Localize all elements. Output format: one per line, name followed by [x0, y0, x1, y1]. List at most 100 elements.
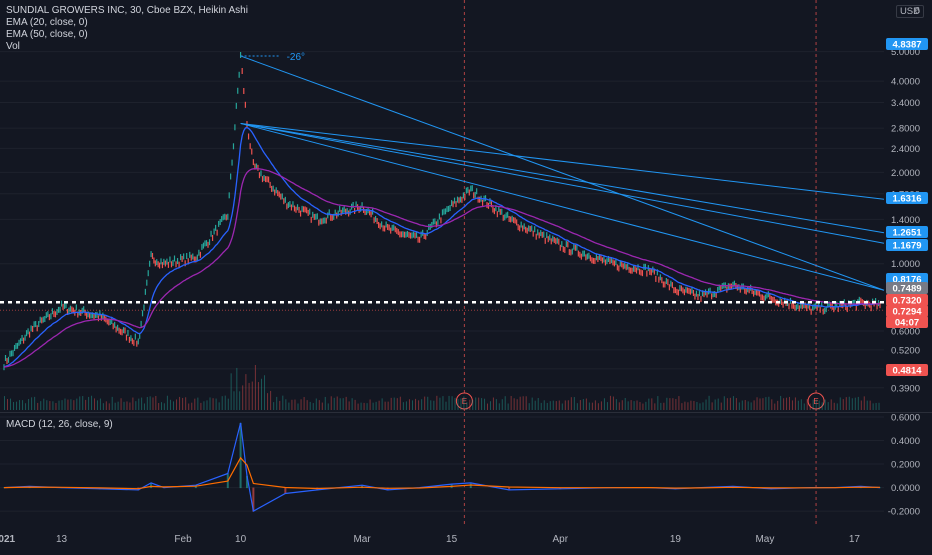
volume-bar — [203, 401, 205, 410]
angle-label: -26° — [287, 52, 305, 63]
volume-bar — [46, 400, 48, 410]
volume-bar — [630, 400, 632, 410]
volume-bar — [806, 399, 808, 410]
volume-bar — [606, 402, 608, 410]
volume-bar — [212, 398, 214, 410]
volume-bar — [260, 378, 262, 410]
price-badge-label: 0.7320 — [892, 296, 921, 307]
currency-badge[interactable]: USD — [895, 5, 924, 18]
ema20-legend[interactable]: EMA (20, close, 0) — [6, 17, 88, 28]
volume-bar — [179, 396, 181, 410]
volume-bar — [507, 403, 509, 410]
volume-bar — [182, 397, 184, 410]
volume-bar — [561, 403, 563, 410]
volume-bar — [267, 393, 269, 410]
price-badge-label: 0.7489 — [892, 284, 921, 295]
price-badge[interactable] — [886, 192, 928, 204]
volume-bar — [863, 396, 865, 410]
price-badge[interactable] — [886, 282, 928, 294]
time-label: Feb — [174, 534, 192, 545]
price-badge[interactable] — [886, 294, 928, 306]
volume-bar — [714, 399, 716, 410]
trend-line[interactable] — [240, 122, 885, 291]
volume-bar — [839, 397, 841, 410]
volume-bar — [475, 397, 477, 410]
volume-bar — [872, 403, 874, 410]
volume-bar — [348, 401, 350, 410]
price-tick-label: 2.4000 — [891, 144, 920, 155]
volume-bar — [64, 398, 66, 410]
trend-line[interactable] — [240, 122, 885, 234]
volume-bar — [191, 402, 193, 410]
volume-bar — [809, 403, 811, 410]
trend-line[interactable] — [240, 122, 885, 244]
macd-legend[interactable]: MACD (12, 26, close, 9) — [6, 419, 113, 430]
time-label: 13 — [56, 534, 68, 545]
volume-bar — [681, 403, 683, 410]
trend-line[interactable] — [240, 122, 885, 200]
signal-line[interactable] — [3, 456, 881, 490]
volume-bar — [279, 400, 281, 410]
volume-bar — [472, 400, 474, 410]
macd-chart[interactable]: 0.6000 0.4000 0.2000 0.0000 -0.2000 — [0, 413, 932, 525]
price-chart[interactable]: 65.00004.00003.40002.80002.40002.00001.7… — [0, 0, 932, 412]
volume-bar — [546, 402, 548, 410]
volume-bar — [519, 396, 521, 410]
price-badge[interactable] — [886, 226, 928, 238]
volume-bar — [324, 396, 326, 410]
volume-legend[interactable]: Vol — [6, 41, 20, 52]
price-badge[interactable] — [886, 316, 928, 328]
volume-bar — [720, 402, 722, 410]
volume-bar — [771, 399, 773, 410]
volume-bar — [495, 399, 497, 410]
volume-bar — [624, 397, 626, 410]
macd-histogram-bar — [252, 487, 255, 512]
volume-bar — [91, 395, 93, 410]
earnings-marker-label: E — [813, 397, 818, 406]
macd-histogram-bar — [508, 487, 511, 491]
volume-bar — [875, 402, 877, 410]
volume-bar — [141, 397, 143, 410]
earnings-marker[interactable] — [807, 392, 825, 410]
macd-histogram-bar — [879, 487, 881, 489]
volume-bar — [129, 402, 131, 410]
volume-bar — [306, 400, 308, 410]
pane-separator[interactable] — [0, 412, 932, 413]
volume-bar — [747, 401, 749, 410]
volume-bar — [765, 397, 767, 410]
volume-bar — [744, 400, 746, 410]
macd-pane[interactable]: 0.6000 0.4000 0.2000 0.0000 -0.2000 — [0, 413, 932, 525]
earnings-marker[interactable] — [455, 392, 473, 410]
volume-bar — [836, 403, 838, 410]
volume-bar — [4, 396, 5, 410]
ema50-line[interactable] — [3, 167, 880, 368]
volume-bar — [648, 398, 650, 410]
volume-bar — [405, 401, 407, 410]
volume-bar — [412, 400, 414, 410]
volume-bar — [163, 403, 165, 410]
volume-bar — [209, 397, 211, 410]
volume-bar — [445, 401, 447, 410]
macd-line[interactable] — [3, 422, 881, 513]
volume-bar — [678, 396, 680, 410]
volume-bar — [504, 396, 506, 410]
volume-bar — [294, 399, 296, 410]
price-badge-label: 1.1679 — [892, 241, 921, 252]
volume-bar — [282, 395, 284, 410]
price-badge[interactable] — [886, 305, 928, 317]
price-badge[interactable] — [886, 38, 928, 50]
price-badge-label: 0.8176 — [892, 275, 921, 286]
volume-bar — [803, 403, 805, 410]
price-badge[interactable] — [886, 364, 928, 376]
main-chart-pane[interactable]: 65.00004.00003.40002.80002.40002.00001.7… — [0, 0, 932, 412]
volume-bar — [558, 400, 560, 410]
symbol-title[interactable]: SUNDIAL GROWERS INC, 30, Cboe BZX, Heiki… — [6, 5, 248, 16]
volume-bar — [672, 398, 674, 410]
price-badge-label: 04:07 — [895, 318, 919, 329]
price-badge[interactable] — [886, 239, 928, 251]
time-axis[interactable]: 2021 13 Feb 10 Mar 15 Apr 19 May 17 — [0, 526, 932, 550]
volume-bar — [76, 398, 78, 410]
ema50-legend[interactable]: EMA (50, close, 0) — [6, 29, 88, 40]
volume-bar — [303, 397, 305, 410]
angle-line[interactable] — [240, 55, 885, 291]
